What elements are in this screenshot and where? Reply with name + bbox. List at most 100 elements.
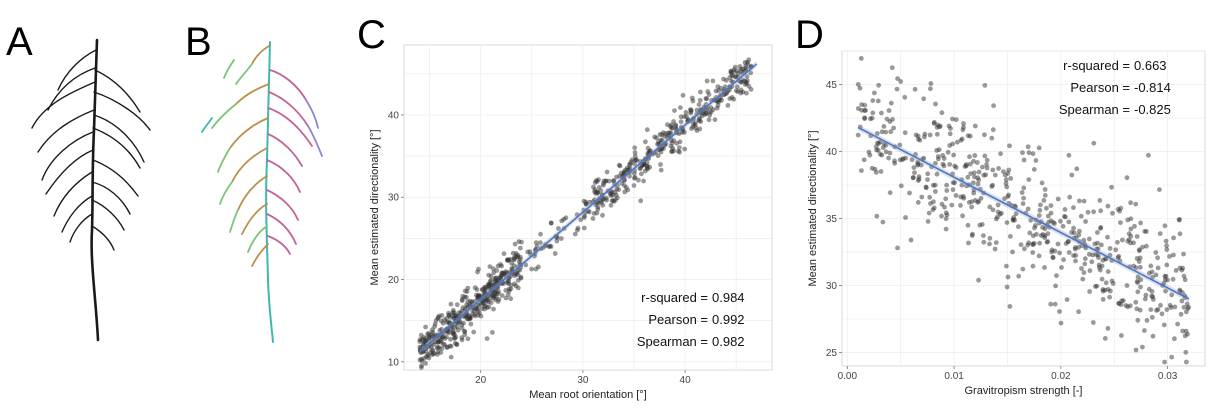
data-point (575, 225, 581, 231)
root-tracing-a (31, 38, 151, 342)
data-point (1159, 311, 1165, 317)
data-point (1077, 228, 1082, 234)
data-point (976, 169, 982, 175)
data-point (1172, 304, 1178, 310)
data-point (911, 165, 917, 171)
data-point (950, 116, 955, 122)
data-point (639, 163, 644, 169)
data-point (1048, 203, 1054, 209)
stat-label-spearman: Spearman = (637, 334, 708, 349)
data-point (1034, 231, 1039, 237)
data-point (1055, 196, 1061, 202)
data-point (1078, 213, 1084, 219)
data-point (578, 217, 584, 223)
data-point (1050, 255, 1056, 261)
data-point (1150, 274, 1155, 280)
data-point (891, 125, 896, 131)
data-point (1133, 265, 1139, 271)
data-point (680, 92, 686, 98)
data-point (927, 132, 933, 138)
data-point (895, 245, 900, 251)
data-point (744, 90, 749, 96)
data-point (1102, 336, 1108, 341)
stat-label-pearson: Pearson = (1070, 80, 1130, 95)
data-point (1177, 217, 1182, 222)
data-point (972, 153, 978, 158)
data-point (627, 173, 632, 179)
data-point (1082, 261, 1088, 267)
data-point (967, 133, 973, 139)
data-point (974, 160, 980, 165)
data-point (1037, 207, 1043, 213)
data-point (1091, 140, 1097, 146)
data-point (1021, 195, 1026, 201)
data-point (1086, 251, 1092, 257)
data-point (503, 295, 509, 301)
data-point (697, 126, 703, 132)
data-point (1155, 255, 1160, 261)
data-point (1181, 273, 1187, 279)
data-point (632, 161, 637, 167)
x-tick-label: 20 (475, 375, 487, 386)
data-point (704, 78, 710, 84)
data-point (1127, 303, 1133, 309)
data-point (990, 127, 996, 133)
data-point (913, 152, 918, 157)
data-point (558, 236, 564, 241)
data-point (604, 169, 610, 175)
data-point (510, 250, 516, 256)
data-point (1010, 249, 1015, 255)
data-point (872, 90, 877, 96)
data-point (611, 178, 616, 183)
data-point (897, 142, 903, 148)
data-point (748, 70, 754, 76)
data-point (989, 135, 995, 141)
data-point (426, 335, 432, 340)
data-point (1148, 307, 1154, 312)
stat-value-r-squared: 0.984 (712, 290, 745, 305)
data-point (930, 207, 936, 213)
x-tick-label: 0.01 (944, 371, 964, 382)
data-point (1054, 273, 1059, 278)
data-point (1163, 238, 1169, 244)
data-point (1036, 253, 1042, 259)
data-point (859, 168, 864, 174)
data-point (446, 312, 452, 318)
data-point (1120, 237, 1125, 243)
data-point (1019, 190, 1025, 195)
data-point (953, 117, 959, 123)
data-point (1169, 354, 1175, 360)
panel-letter-d: D (795, 13, 824, 57)
data-point (1063, 241, 1069, 247)
data-point (943, 216, 949, 222)
data-point (613, 192, 619, 198)
data-point (976, 277, 981, 283)
data-point (518, 275, 524, 281)
data-point (900, 156, 906, 162)
data-point (939, 201, 945, 207)
data-point (490, 330, 495, 335)
data-point (1022, 246, 1027, 252)
data-point (632, 175, 637, 181)
data-point (1066, 250, 1072, 255)
x-axis-label: Mean root orientation [°] (529, 389, 647, 401)
data-point (876, 82, 882, 88)
data-point (1115, 239, 1120, 245)
data-point (546, 244, 552, 250)
data-point (1124, 283, 1130, 288)
data-point (947, 143, 953, 148)
data-point (724, 90, 730, 95)
data-point (874, 131, 880, 136)
data-point (698, 119, 704, 124)
data-point (971, 170, 977, 176)
data-point (734, 84, 740, 90)
data-point (511, 257, 517, 263)
data-point (1095, 230, 1100, 235)
data-point (1016, 273, 1022, 279)
data-point (1061, 257, 1066, 263)
data-point (998, 210, 1004, 216)
data-point (694, 107, 700, 113)
data-point (927, 194, 933, 200)
data-point (1039, 180, 1045, 186)
data-point (552, 251, 558, 256)
